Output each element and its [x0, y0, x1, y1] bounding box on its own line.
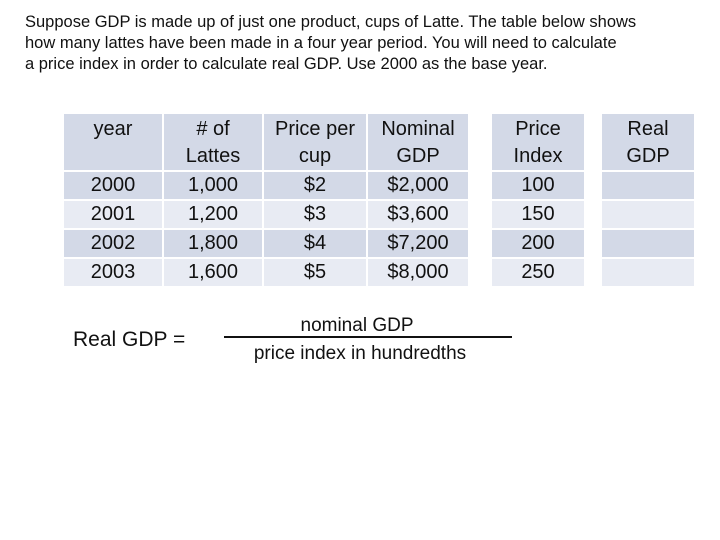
cell-nominal-gdp: $2,000: [368, 172, 468, 199]
cell-price: $2: [264, 172, 366, 199]
formula-denominator: price index in hundredths: [253, 343, 467, 364]
cell-price: $3: [264, 201, 366, 228]
cell-year: 2003: [64, 259, 162, 286]
header-year: year: [64, 114, 162, 170]
header-gap-2: [586, 114, 600, 170]
cell-price-index: 100: [492, 172, 584, 199]
cell-year: 2000: [64, 172, 162, 199]
header-nominal-gdp: Nominal GDP: [368, 114, 468, 170]
real-gdp-formula: nominal GDP price index in hundredths: [222, 314, 522, 374]
cell-gap-2: [586, 259, 600, 286]
table-row: 2000 1,000 $2 $2,000 100: [64, 172, 694, 199]
cell-lattes: 1,800: [164, 230, 262, 257]
cell-price: $4: [264, 230, 366, 257]
table-header-row: year # of Lattes Price per cup Nominal G…: [64, 114, 694, 170]
cell-nominal-gdp: $8,000: [368, 259, 468, 286]
fraction-bar: [224, 336, 512, 338]
header-nominal-line-2: GDP: [396, 145, 440, 167]
cell-real-gdp: [602, 172, 694, 199]
header-real-line-2: GDP: [626, 145, 670, 167]
formula-numerator: nominal GDP: [300, 315, 414, 336]
cell-nominal-gdp: $7,200: [368, 230, 468, 257]
cell-lattes: 1,200: [164, 201, 262, 228]
table-row: 2003 1,600 $5 $8,000 250: [64, 259, 694, 286]
table-row: 2001 1,200 $3 $3,600 150: [64, 201, 694, 228]
cell-real-gdp: [602, 230, 694, 257]
cell-real-gdp: [602, 259, 694, 286]
intro-paragraph: Suppose GDP is made up of just one produ…: [25, 12, 715, 75]
cell-gap-2: [586, 172, 600, 199]
cell-lattes: 1,600: [164, 259, 262, 286]
header-real-line-1: Real: [627, 118, 669, 140]
latte-gdp-table: year # of Lattes Price per cup Nominal G…: [62, 112, 696, 288]
cell-gap-2: [586, 201, 600, 228]
header-price-index: Price Index: [492, 114, 584, 170]
cell-real-gdp: [602, 201, 694, 228]
header-price-per-cup: Price per cup: [264, 114, 366, 170]
cell-price-index: 150: [492, 201, 584, 228]
cell-nominal-gdp: $3,600: [368, 201, 468, 228]
cell-price-index: 200: [492, 230, 584, 257]
header-lattes-line-2: Lattes: [185, 145, 241, 167]
header-year-line-1: year: [93, 118, 133, 140]
header-gap: [470, 114, 490, 170]
cell-price: $5: [264, 259, 366, 286]
cell-gap: [470, 201, 490, 228]
header-real-gdp: Real GDP: [602, 114, 694, 170]
cell-gap: [470, 172, 490, 199]
header-lattes-line-1: # of: [196, 118, 230, 140]
cell-year: 2002: [64, 230, 162, 257]
cell-gap: [470, 230, 490, 257]
header-lattes: # of Lattes: [164, 114, 262, 170]
header-price-line-1: Price per: [274, 118, 356, 140]
cell-lattes: 1,000: [164, 172, 262, 199]
intro-line-3: a price index in order to calculate real…: [25, 55, 548, 73]
header-price-line-2: cup: [298, 145, 332, 167]
cell-gap-2: [586, 230, 600, 257]
header-index-line-2: Index: [513, 145, 563, 167]
header-index-line-1: Price: [515, 118, 561, 140]
intro-line-1: Suppose GDP is made up of just one produ…: [25, 13, 637, 31]
table-row: 2002 1,800 $4 $7,200 200: [64, 230, 694, 257]
formula-label: Real GDP =: [73, 328, 186, 351]
header-nominal-line-1: Nominal: [381, 118, 455, 140]
cell-year: 2001: [64, 201, 162, 228]
cell-price-index: 250: [492, 259, 584, 286]
cell-gap: [470, 259, 490, 286]
intro-line-2: how many lattes have been made in a four…: [25, 34, 617, 52]
